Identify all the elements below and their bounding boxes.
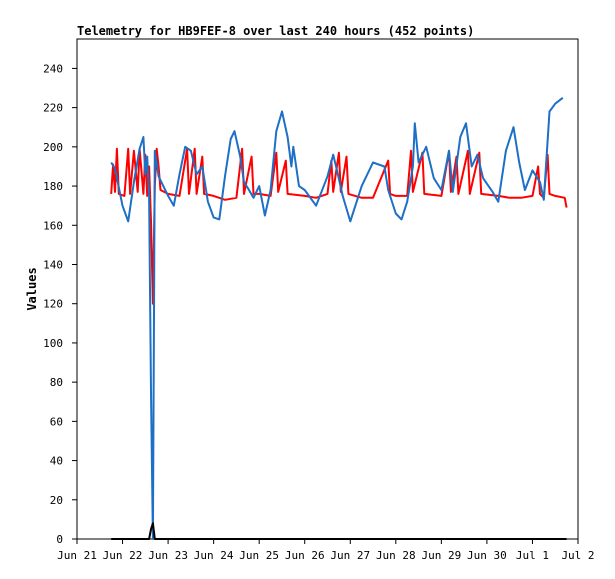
series-line-2: [110, 97, 564, 540]
y-tick-label: 160: [43, 219, 63, 232]
y-tick-label: 0: [56, 533, 63, 546]
x-tick-label: Jun 24: [194, 549, 234, 562]
y-tick-label: 40: [50, 455, 63, 468]
x-tick-label: Jul 2: [561, 549, 594, 562]
series-line-3: [111, 522, 567, 540]
chart-title: Telemetry for HB9FEF-8 over last 240 hou…: [77, 24, 474, 38]
x-tick-label: Jun 28: [376, 549, 416, 562]
y-tick-label: 220: [43, 102, 63, 115]
x-tick-label: Jun 30: [467, 549, 507, 562]
x-tick-label: Jun 27: [330, 549, 370, 562]
x-tick-label: Jun 29: [421, 549, 461, 562]
y-tick-label: 60: [50, 415, 63, 428]
x-tick-label: Jun 25: [239, 549, 279, 562]
y-tick-label: 80: [50, 376, 63, 389]
x-tick-label: Jun 22: [103, 549, 143, 562]
y-axis: 0 20 40 60 80 100 120 140 160 180 200 220 240: [43, 62, 77, 546]
y-axis-label: Values: [25, 267, 39, 310]
y-tick-label: 180: [43, 180, 63, 193]
x-tick-label: Jun 23: [148, 549, 188, 562]
y-tick-label: 120: [43, 298, 63, 311]
x-tick-label: Jun 21: [57, 549, 97, 562]
series-layer: [110, 97, 568, 540]
x-tick-label: Jun 26: [285, 549, 325, 562]
x-tick-label: Jul 1: [516, 549, 549, 562]
y-tick-label: 240: [43, 62, 63, 75]
y-tick-label: 140: [43, 258, 63, 271]
x-axis: Jun 21 Jun 22 Jun 23 Jun 24 Jun 25 Jun 26 Jun …: [57, 539, 595, 562]
y-tick-label: 20: [50, 494, 63, 507]
y-tick-label: 100: [43, 337, 63, 350]
y-tick-label: 200: [43, 141, 63, 154]
